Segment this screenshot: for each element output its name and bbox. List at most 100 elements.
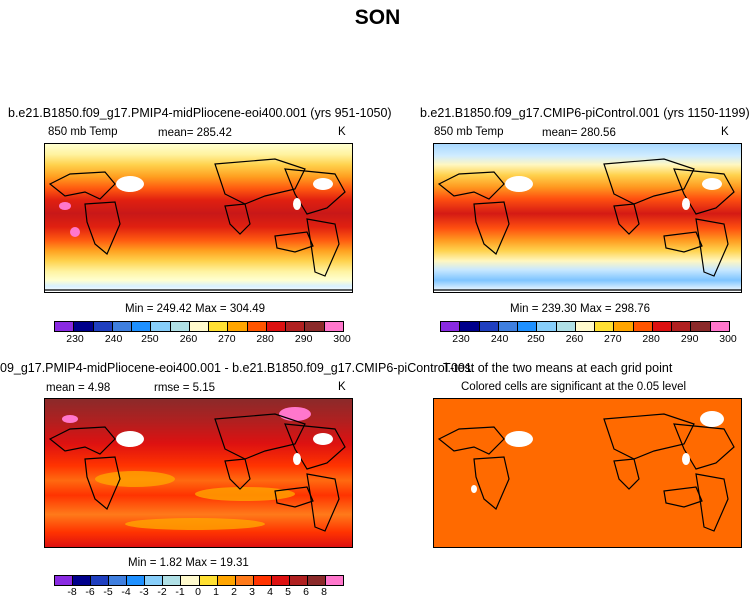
colorbar-tick: 280 bbox=[256, 333, 274, 345]
colorbar-swatch bbox=[325, 576, 343, 585]
map-picontrol-temp bbox=[433, 143, 742, 293]
colorbar-swatch bbox=[498, 322, 519, 331]
colorbar-swatch bbox=[305, 322, 325, 331]
colorbar-tick: 240 bbox=[490, 333, 509, 345]
colorbar-swatch bbox=[151, 322, 171, 331]
colorbar-swatch bbox=[127, 576, 146, 585]
colorbar-tick: -6 bbox=[85, 586, 95, 598]
colorbar-swatch bbox=[199, 576, 218, 585]
colorbar-swatch bbox=[460, 322, 480, 331]
colorbar-tick: -8 bbox=[67, 586, 77, 598]
colorbar-tick: -1 bbox=[175, 586, 185, 598]
colorbar-tick: 270 bbox=[218, 333, 236, 345]
colorbar-tick: -5 bbox=[103, 586, 113, 598]
colorbar-swatch bbox=[181, 576, 200, 585]
colorbar-swatch bbox=[479, 322, 499, 331]
mean-label: mean= 280.56 bbox=[542, 127, 616, 139]
mean-label: mean= 285.42 bbox=[158, 127, 232, 139]
colorbar-tick: 270 bbox=[604, 333, 622, 345]
colorbar-swatch bbox=[55, 576, 74, 585]
colorbar-swatch bbox=[307, 576, 326, 585]
panel-title-picontrol: b.e21.B1850.f09_g17.CMIP6-piControl.001 … bbox=[420, 106, 750, 120]
colorbar-tick: 4 bbox=[267, 586, 273, 598]
figure-title: SON bbox=[354, 6, 401, 29]
colorbar-swatch bbox=[235, 576, 254, 585]
colorbar-swatch bbox=[91, 576, 110, 585]
colorbar-swatch bbox=[209, 322, 229, 331]
colorbar-tick: -4 bbox=[121, 586, 131, 598]
colorbar-swatch bbox=[132, 322, 152, 331]
colorbar-swatch bbox=[441, 322, 461, 331]
colorbar-swatch bbox=[518, 322, 538, 331]
colorbar-tick: 3 bbox=[249, 586, 255, 598]
colorbar-swatch bbox=[109, 576, 128, 585]
colorbar-swatch bbox=[575, 322, 596, 331]
colorbar-swatch bbox=[672, 322, 692, 331]
colorbar-swatch bbox=[286, 322, 306, 331]
colorbar-tick: 260 bbox=[179, 333, 198, 345]
colorbar-swatch bbox=[112, 322, 133, 331]
colorbar-swatch bbox=[170, 322, 190, 331]
minmax-label: Min = 249.42 Max = 304.49 bbox=[125, 303, 266, 315]
map-difference bbox=[44, 398, 353, 548]
colorbar-tick: 230 bbox=[66, 333, 84, 345]
colorbar-tick: 250 bbox=[527, 333, 545, 345]
colorbar-swatch bbox=[163, 576, 182, 585]
colorbar-tick: 2 bbox=[231, 586, 237, 598]
colorbar-tick: 6 bbox=[303, 586, 309, 598]
colorbar-tick: 8 bbox=[321, 586, 327, 598]
colorbar-difference bbox=[54, 575, 344, 586]
panel-title-ttest: T-test of the two means at each grid poi… bbox=[443, 361, 673, 375]
colorbar-swatch bbox=[271, 576, 290, 585]
colorbar-tick: 290 bbox=[294, 333, 313, 345]
colorbar-swatch bbox=[247, 322, 267, 331]
unit-label: K bbox=[721, 126, 729, 138]
colorbar-tick: 230 bbox=[452, 333, 470, 345]
colorbar-swatch bbox=[266, 322, 287, 331]
colorbar-picontrol bbox=[440, 321, 730, 332]
colorbar-swatch bbox=[253, 576, 272, 585]
colorbar-swatch bbox=[652, 322, 673, 331]
rmse-label: rmse = 5.15 bbox=[154, 382, 216, 394]
unit-label: K bbox=[338, 381, 346, 393]
colorbar-tick: 290 bbox=[680, 333, 699, 345]
colorbar-swatch bbox=[633, 322, 653, 331]
variable-label: 850 mb Temp bbox=[434, 126, 504, 138]
colorbar-tick: -3 bbox=[139, 586, 149, 598]
colorbar-swatch bbox=[289, 576, 308, 585]
colorbar-tick: 1 bbox=[213, 586, 219, 598]
colorbar-swatch bbox=[691, 322, 711, 331]
colorbar-tick: -2 bbox=[157, 586, 167, 598]
colorbar-swatch bbox=[324, 322, 343, 331]
panel-title-difference: 09_g17.PMIP4-midPliocene-eoi400.001 - b.… bbox=[0, 361, 472, 375]
mean-label: mean = 4.98 bbox=[46, 382, 111, 394]
colorbar-swatch bbox=[145, 576, 164, 585]
colorbar-swatch bbox=[189, 322, 210, 331]
colorbar-swatch bbox=[556, 322, 576, 331]
colorbar-tick: 250 bbox=[141, 333, 159, 345]
colorbar-swatch bbox=[73, 576, 92, 585]
colorbar-tick: 0 bbox=[195, 586, 201, 598]
colorbar-swatch bbox=[217, 576, 236, 585]
map-ttest-significance bbox=[433, 398, 742, 548]
panel-title-pliocene: b.e21.B1850.f09_g17.PMIP4-midPliocene-eo… bbox=[8, 106, 392, 120]
colorbar-swatch bbox=[614, 322, 634, 331]
minmax-label: Min = 239.30 Max = 298.76 bbox=[510, 303, 651, 315]
colorbar-tick: 260 bbox=[565, 333, 584, 345]
map-pliocene-temp bbox=[44, 143, 353, 293]
ttest-subtitle: Colored cells are significant at the 0.0… bbox=[461, 381, 687, 393]
colorbar-swatch bbox=[228, 322, 248, 331]
colorbar-swatch bbox=[93, 322, 113, 331]
colorbar-tick: 280 bbox=[642, 333, 660, 345]
colorbar-swatch bbox=[710, 322, 729, 331]
colorbar-tick: 300 bbox=[333, 333, 351, 345]
colorbar-tick: 300 bbox=[719, 333, 737, 345]
unit-label: K bbox=[338, 126, 346, 138]
colorbar-swatch bbox=[537, 322, 557, 331]
minmax-label: Min = 1.82 Max = 19.31 bbox=[128, 557, 249, 569]
colorbar-tick: 5 bbox=[285, 586, 291, 598]
colorbar-pliocene bbox=[54, 321, 344, 332]
colorbar-tick: 240 bbox=[104, 333, 123, 345]
colorbar-swatch bbox=[595, 322, 615, 331]
colorbar-swatch bbox=[55, 322, 75, 331]
